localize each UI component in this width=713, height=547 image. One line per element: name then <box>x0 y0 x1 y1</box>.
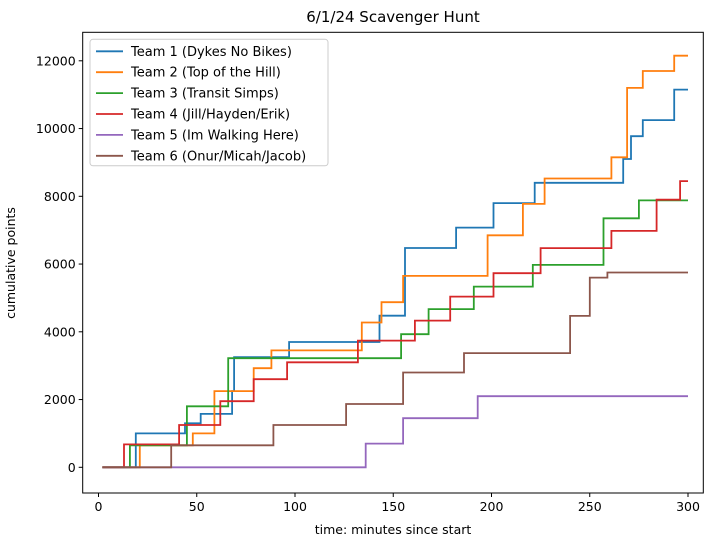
series-line-team-4 <box>102 180 688 469</box>
x-tick-label: 150 <box>381 499 405 514</box>
series-line-team-6 <box>102 271 688 469</box>
legend-label-team-6: Team 6 (Onur/Micah/Jacob) <box>130 149 306 164</box>
x-tick-label: 250 <box>578 499 602 514</box>
series-lines <box>102 54 688 469</box>
x-tick-label: 100 <box>283 499 307 514</box>
y-tick-label: 12000 <box>36 53 76 68</box>
axis-ticks: 0 50 100 150 200 250 300 0 2000 4000 6000 8000 10000… <box>36 53 700 514</box>
legend-label-team-1: Team 1 (Dykes No Bikes) <box>130 45 292 60</box>
y-tick-label: 0 <box>68 460 76 475</box>
legend-label-team-5: Team 5 (Im Walking Here) <box>130 128 299 143</box>
y-tick-label: 8000 <box>44 189 76 204</box>
series-line-team-5 <box>102 395 688 469</box>
y-tick-label: 6000 <box>44 257 76 272</box>
x-axis-label: time: minutes since start <box>315 522 472 537</box>
chart-title: 6/1/24 Scavenger Hunt <box>306 8 480 26</box>
y-axis-label: cumulative points <box>3 207 18 319</box>
legend-box <box>89 38 329 167</box>
series-line-team-2 <box>102 54 688 469</box>
legend-label-team-3: Team 3 (Transit Simps) <box>130 87 279 102</box>
series-line-team-1 <box>102 88 688 469</box>
series-line-team-3 <box>102 199 688 469</box>
x-tick-label: 0 <box>95 499 103 514</box>
x-tick-label: 300 <box>676 499 700 514</box>
y-tick-label: 2000 <box>44 392 76 407</box>
legend-label-team-2: Team 2 (Top of the Hill) <box>130 66 281 81</box>
legend-label-team-4: Team 4 (Jill/Hayden/Erik) <box>130 108 290 123</box>
legend: Team 1 (Dykes No Bikes) Team 2 (Top of th… <box>89 38 329 167</box>
x-tick-label: 200 <box>480 499 504 514</box>
x-tick-label: 50 <box>189 499 205 514</box>
y-tick-label: 4000 <box>44 324 76 339</box>
y-tick-label: 10000 <box>36 121 76 136</box>
